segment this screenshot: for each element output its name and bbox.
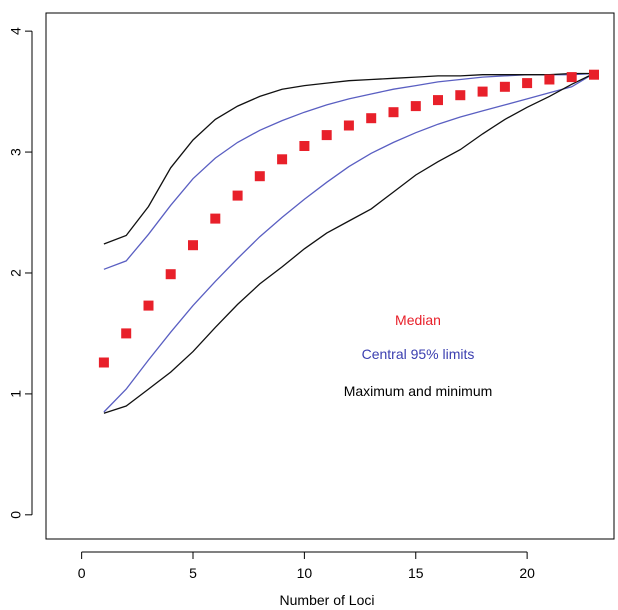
median-point — [121, 328, 132, 339]
x-tick-label: 20 — [519, 565, 535, 581]
series-line-maximum — [103, 72, 594, 245]
legend: Median Central 95% limits Maximum and mi… — [344, 312, 493, 399]
median-point — [433, 95, 443, 106]
x-axis-title: Number of Loci — [280, 592, 375, 608]
median-point — [143, 300, 154, 311]
median-point — [366, 113, 377, 124]
x-tick-label: 15 — [408, 565, 424, 581]
median-point — [165, 269, 176, 280]
x-tick-label: 0 — [78, 565, 86, 581]
median-point — [254, 171, 265, 182]
y-axis: 0 1 2 3 4 — [8, 27, 33, 519]
median-point — [299, 141, 310, 151]
median-point — [232, 190, 243, 201]
x-tick-label: 10 — [297, 565, 313, 581]
median-point — [544, 74, 555, 85]
median-point — [321, 130, 332, 141]
median-point — [388, 107, 399, 118]
median-point — [410, 101, 421, 112]
median-point — [499, 81, 510, 92]
y-tick-label: 3 — [8, 148, 24, 156]
median-point — [589, 69, 599, 80]
median-points — [98, 69, 599, 368]
y-tick-label: 2 — [8, 269, 24, 277]
series-line-central-95-limits-lower — [103, 72, 595, 413]
median-point — [98, 357, 109, 368]
median-point — [343, 120, 354, 131]
median-point — [188, 240, 198, 251]
median-point — [477, 86, 488, 97]
y-tick-label: 4 — [8, 27, 24, 35]
y-tick-label: 0 — [8, 511, 24, 519]
plot-frame — [45, 12, 615, 540]
median-point — [522, 78, 533, 89]
median-point — [277, 154, 288, 165]
legend-central-95: Central 95% limits — [362, 346, 475, 362]
legend-median: Median — [395, 312, 441, 328]
series-lines — [103, 72, 595, 414]
median-point — [210, 213, 221, 224]
series-line-central-95-limits-upper — [103, 72, 595, 270]
median-point — [566, 72, 577, 83]
x-tick-label: 5 — [189, 565, 197, 581]
median-point — [455, 90, 466, 101]
legend-max-min: Maximum and minimum — [344, 383, 493, 399]
y-tick-label: 1 — [8, 390, 24, 398]
x-axis: 0 5 10 15 20 — [78, 551, 535, 581]
series-line-minimum — [103, 72, 595, 414]
